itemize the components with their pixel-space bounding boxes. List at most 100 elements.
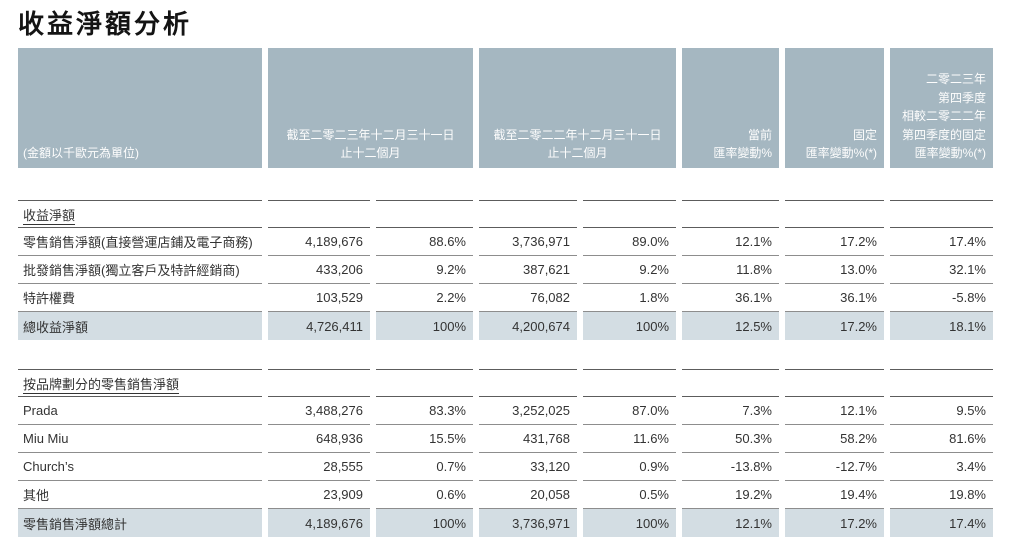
cell-value: -5.8% bbox=[890, 284, 993, 312]
cell-value: 9.5% bbox=[890, 397, 993, 425]
cell-value: 431,768 bbox=[479, 425, 577, 453]
table-row: Prada 3,488,276 83.3% 3,252,025 87.0% 7.3% 12.… bbox=[18, 397, 993, 425]
col-header-unit: (金額以千歐元為單位) bbox=[18, 48, 262, 168]
cell-value: 2.2% bbox=[376, 284, 473, 312]
cell-value: 12.1% bbox=[682, 228, 779, 256]
cell-value: 12.1% bbox=[785, 397, 884, 425]
section-heading-text: 按品牌劃分的零售銷售淨額 bbox=[23, 376, 180, 392]
row-label: Church’s bbox=[18, 453, 262, 481]
cell-value: -13.8% bbox=[682, 453, 779, 481]
cell-value: 100% bbox=[583, 312, 676, 340]
cell-value: 19.4% bbox=[785, 481, 884, 509]
cell-value: 89.0% bbox=[583, 228, 676, 256]
cell-value bbox=[890, 369, 993, 397]
cell-value: 9.2% bbox=[376, 256, 473, 284]
cell-value: 3,736,971 bbox=[479, 228, 577, 256]
cell-value: 13.0% bbox=[785, 256, 884, 284]
cell-value: 3,252,025 bbox=[479, 397, 577, 425]
cell-value: 36.1% bbox=[785, 284, 884, 312]
cell-value: 100% bbox=[376, 509, 473, 537]
cell-value: 17.4% bbox=[890, 228, 993, 256]
row-label: 其他 bbox=[18, 481, 262, 509]
cell-value: 4,189,676 bbox=[268, 228, 370, 256]
table-row: 零售銷售淨額(直接營運店鋪及電子商務) 4,189,676 88.6% 3,736,9… bbox=[18, 228, 993, 256]
cell-value: 11.8% bbox=[682, 256, 779, 284]
cell-value: 4,726,411 bbox=[268, 312, 370, 340]
cell-value: 4,200,674 bbox=[479, 312, 577, 340]
row-label: 特許權費 bbox=[18, 284, 262, 312]
section-heading-text: 收益淨額 bbox=[23, 207, 76, 223]
cell-value bbox=[682, 369, 779, 397]
page-title: 收益淨額分析 bbox=[18, 9, 193, 39]
row-label: 零售銷售淨額(直接營運店鋪及電子商務) bbox=[18, 228, 262, 256]
cell-value: 19.8% bbox=[890, 481, 993, 509]
cell-value: 7.3% bbox=[682, 397, 779, 425]
cell-value: 88.6% bbox=[376, 228, 473, 256]
section-heading-row: 收益淨額 bbox=[18, 200, 993, 228]
cell-value: 387,621 bbox=[479, 256, 577, 284]
cell-value: 18.1% bbox=[890, 312, 993, 340]
cell-value: 1.8% bbox=[583, 284, 676, 312]
cell-value: 28,555 bbox=[268, 453, 370, 481]
cell-value: 0.6% bbox=[376, 481, 473, 509]
row-label: 零售銷售淨額總計 bbox=[18, 509, 262, 537]
cell-value: 17.2% bbox=[785, 312, 884, 340]
cell-value bbox=[682, 200, 779, 228]
cell-value: 12.5% bbox=[682, 312, 779, 340]
row-label: 批發銷售淨額(獨立客戶及特許經銷商) bbox=[18, 256, 262, 284]
cell-value bbox=[583, 200, 676, 228]
row-label: Prada bbox=[18, 397, 262, 425]
cell-value: 83.3% bbox=[376, 397, 473, 425]
cell-value bbox=[268, 369, 370, 397]
cell-value: 36.1% bbox=[682, 284, 779, 312]
cell-value: 20,058 bbox=[479, 481, 577, 509]
section-retail-by-brand: 按品牌劃分的零售銷售淨額 Prada 3,488,276 83.3% 3,252,025… bbox=[18, 369, 993, 537]
row-label: Miu Miu bbox=[18, 425, 262, 453]
cell-value: 0.5% bbox=[583, 481, 676, 509]
cell-value: 12.1% bbox=[682, 509, 779, 537]
cell-value: 3,488,276 bbox=[268, 397, 370, 425]
cell-value: 103,529 bbox=[268, 284, 370, 312]
cell-value: -12.7% bbox=[785, 453, 884, 481]
table-row: 批發銷售淨額(獨立客戶及特許經銷商) 433,206 9.2% 387,621 9.2%… bbox=[18, 256, 993, 284]
table-row: Church’s 28,555 0.7% 33,120 0.9% -13.8% -12.7%… bbox=[18, 453, 993, 481]
section-heading: 按品牌劃分的零售銷售淨額 bbox=[18, 369, 262, 397]
total-row: 總收益淨額 4,726,411 100% 4,200,674 100% 12.5% 17.2… bbox=[18, 312, 993, 340]
row-label: 總收益淨額 bbox=[18, 312, 262, 340]
cell-value: 17.2% bbox=[785, 228, 884, 256]
cell-value: 3.4% bbox=[890, 453, 993, 481]
section-net-revenues: 收益淨額零售銷售淨額(直接營運店鋪及電子商務) 4,189,676 88.6% 3,7… bbox=[18, 200, 993, 340]
cell-value: 33,120 bbox=[479, 453, 577, 481]
cell-value bbox=[785, 200, 884, 228]
col-header-constant-fx: 固定 匯率變動%(*) bbox=[785, 48, 884, 168]
cell-value: 4,189,676 bbox=[268, 509, 370, 537]
cell-value bbox=[785, 369, 884, 397]
cell-value: 32.1% bbox=[890, 256, 993, 284]
cell-value: 76,082 bbox=[479, 284, 577, 312]
cell-value bbox=[376, 200, 473, 228]
cell-value: 15.5% bbox=[376, 425, 473, 453]
cell-value: 17.4% bbox=[890, 509, 993, 537]
cell-value bbox=[479, 200, 577, 228]
col-header-current-fx: 當前 匯率變動% bbox=[682, 48, 779, 168]
section-heading-row: 按品牌劃分的零售銷售淨額 bbox=[18, 369, 993, 397]
cell-value: 100% bbox=[376, 312, 473, 340]
table-header: (金額以千歐元為單位) 截至二零二三年十二月三十一日 止十二個月 截至二零二二年… bbox=[18, 48, 993, 168]
cell-value: 9.2% bbox=[583, 256, 676, 284]
cell-value: 11.6% bbox=[583, 425, 676, 453]
cell-value bbox=[268, 200, 370, 228]
cell-value bbox=[376, 369, 473, 397]
cell-value: 0.7% bbox=[376, 453, 473, 481]
col-header-q4-constant-fx: 二零二三年 第四季度 相較二零二二年 第四季度的固定 匯率變動%(*) bbox=[890, 48, 993, 168]
cell-value bbox=[583, 369, 676, 397]
cell-value: 648,936 bbox=[268, 425, 370, 453]
table-row: 特許權費 103,529 2.2% 76,082 1.8% 36.1% 36.1% -5.8% bbox=[18, 284, 993, 312]
total-row: 零售銷售淨額總計 4,189,676 100% 3,736,971 100% 12.1% 1… bbox=[18, 509, 993, 537]
cell-value bbox=[890, 200, 993, 228]
cell-value: 19.2% bbox=[682, 481, 779, 509]
cell-value: 3,736,971 bbox=[479, 509, 577, 537]
cell-value: 81.6% bbox=[890, 425, 993, 453]
cell-value: 100% bbox=[583, 509, 676, 537]
cell-value: 50.3% bbox=[682, 425, 779, 453]
